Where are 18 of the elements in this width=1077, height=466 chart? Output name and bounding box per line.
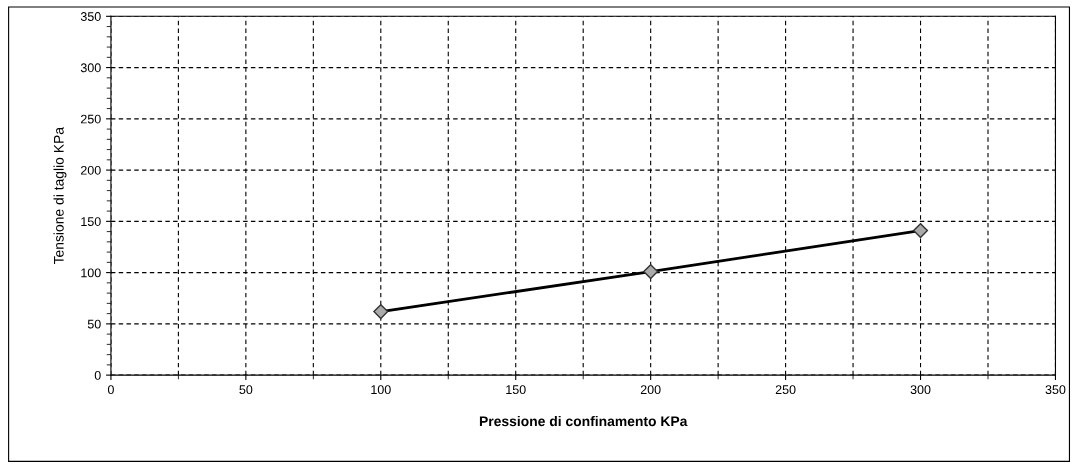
y-tick-label: 100 xyxy=(81,268,101,278)
y-tick-label: 50 xyxy=(87,319,101,329)
x-tick-label: 50 xyxy=(239,385,253,395)
x-tick-label: 0 xyxy=(107,385,114,395)
x-tick-label: 250 xyxy=(775,385,796,395)
x-tick-label: 200 xyxy=(640,385,661,395)
y-tick-label: 0 xyxy=(94,370,101,380)
x-tick-label: 350 xyxy=(1045,385,1066,395)
y-tick-label: 250 xyxy=(80,114,101,124)
y-axis-title: Tensione di taglio KPa xyxy=(53,127,67,265)
y-tick-label: 150 xyxy=(81,217,101,226)
x-tick-label: 300 xyxy=(910,385,931,395)
x-tick-label: 100 xyxy=(371,385,391,395)
y-tick-label: 200 xyxy=(80,165,101,175)
y-tick-label: 300 xyxy=(80,63,101,73)
y-tick-label: 350 xyxy=(80,12,101,21)
x-axis-title: Pressione di confinamento KPa xyxy=(479,415,688,427)
x-tick-label: 150 xyxy=(506,385,526,395)
